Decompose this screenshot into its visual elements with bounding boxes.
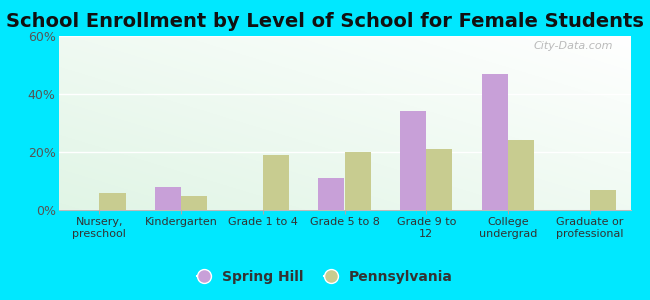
Bar [99, 193, 125, 210]
Bar [508, 140, 534, 210]
Bar [181, 196, 207, 210]
Bar [318, 178, 344, 210]
Bar [590, 190, 616, 210]
Bar [263, 155, 289, 210]
Bar [426, 149, 452, 210]
Bar [155, 187, 181, 210]
Text: City-Data.com: City-Data.com [534, 41, 614, 51]
Bar [482, 74, 508, 210]
Legend: Spring Hill, Pennsylvania: Spring Hill, Pennsylvania [191, 265, 459, 290]
Bar [344, 152, 370, 210]
Text: School Enrollment by Level of School for Female Students: School Enrollment by Level of School for… [6, 12, 644, 31]
Bar [400, 111, 426, 210]
